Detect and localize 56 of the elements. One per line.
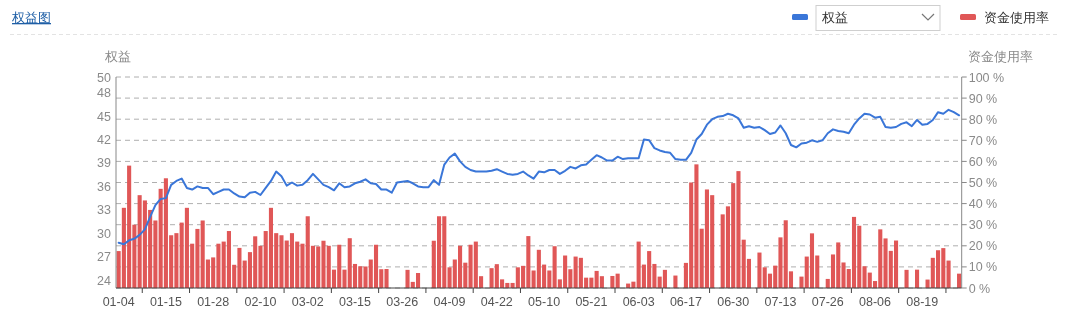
y2-tick-label: 50 % bbox=[968, 176, 998, 190]
y-axis-title: 权益 bbox=[104, 50, 131, 64]
x-tick-label: 01-28 bbox=[197, 295, 230, 309]
bar bbox=[915, 269, 920, 288]
legend-label: 权益 bbox=[821, 11, 848, 25]
bar bbox=[610, 275, 615, 288]
y-tick-label: 48 bbox=[97, 86, 112, 101]
y-tick-label: 24 bbox=[97, 273, 112, 288]
x-tick-label: 04-09 bbox=[433, 295, 466, 309]
y2-tick-label: 70 % bbox=[968, 133, 998, 148]
x-tick-label: 03-15 bbox=[339, 295, 372, 309]
y-tick-label: 45 bbox=[97, 109, 112, 124]
x-tick-label: 08-19 bbox=[906, 295, 939, 309]
bar bbox=[946, 260, 951, 288]
x-tick-label: 03-02 bbox=[291, 295, 324, 309]
y-tick-label: 30 bbox=[97, 226, 112, 241]
bar bbox=[268, 207, 274, 288]
legend-label: 资金使用率 bbox=[984, 9, 1049, 25]
y-tick-label: 50 bbox=[97, 70, 112, 85]
x-tick-label: 07-13 bbox=[764, 295, 797, 309]
bar bbox=[373, 244, 379, 288]
y-tick-label: 33 bbox=[97, 203, 112, 218]
x-tick-label: 03-26 bbox=[386, 295, 419, 309]
y-tick-label: 36 bbox=[97, 179, 112, 194]
x-tick-label: 04-22 bbox=[480, 295, 513, 309]
y2-tick-label: 20 % bbox=[968, 239, 998, 254]
y2-tick-label: 80 % bbox=[968, 112, 998, 127]
y2-tick-label: 90 % bbox=[968, 91, 998, 106]
x-tick-label: 02-10 bbox=[244, 295, 277, 309]
x-tick-label: 05-21 bbox=[575, 295, 608, 309]
bar bbox=[904, 269, 909, 288]
x-tick-label: 06-17 bbox=[669, 295, 702, 309]
y2-tick-label: 60 % bbox=[968, 154, 998, 169]
x-tick-label: 08-06 bbox=[859, 295, 892, 309]
bar bbox=[809, 233, 815, 288]
x-tick-label: 01-04 bbox=[102, 295, 135, 309]
y2-tick-label: 100 % bbox=[968, 70, 1005, 85]
bar bbox=[662, 269, 667, 288]
y2-axis-title: 资金使用率 bbox=[967, 49, 1033, 64]
bar bbox=[289, 233, 295, 288]
x-tick-label: 07-26 bbox=[811, 295, 844, 309]
y2-tick-label: 40 % bbox=[968, 197, 998, 212]
y-tick-label: 27 bbox=[97, 250, 112, 265]
x-tick-label: 01-15 bbox=[149, 295, 182, 309]
x-tick-label: 06-30 bbox=[717, 295, 750, 309]
y-tick-label: 39 bbox=[97, 156, 112, 171]
y2-tick-label: 10 % bbox=[968, 260, 998, 275]
bar bbox=[893, 240, 899, 288]
x-tick-label: 06-03 bbox=[622, 295, 655, 309]
y2-tick-label: 30 % bbox=[968, 218, 998, 233]
title: 权益图 bbox=[12, 10, 51, 25]
bar bbox=[415, 273, 421, 288]
y2-tick-label: 0 % bbox=[968, 281, 991, 296]
bar bbox=[851, 216, 857, 288]
x-tick-label: 05-10 bbox=[528, 295, 561, 309]
y-tick-label: 42 bbox=[97, 133, 112, 148]
